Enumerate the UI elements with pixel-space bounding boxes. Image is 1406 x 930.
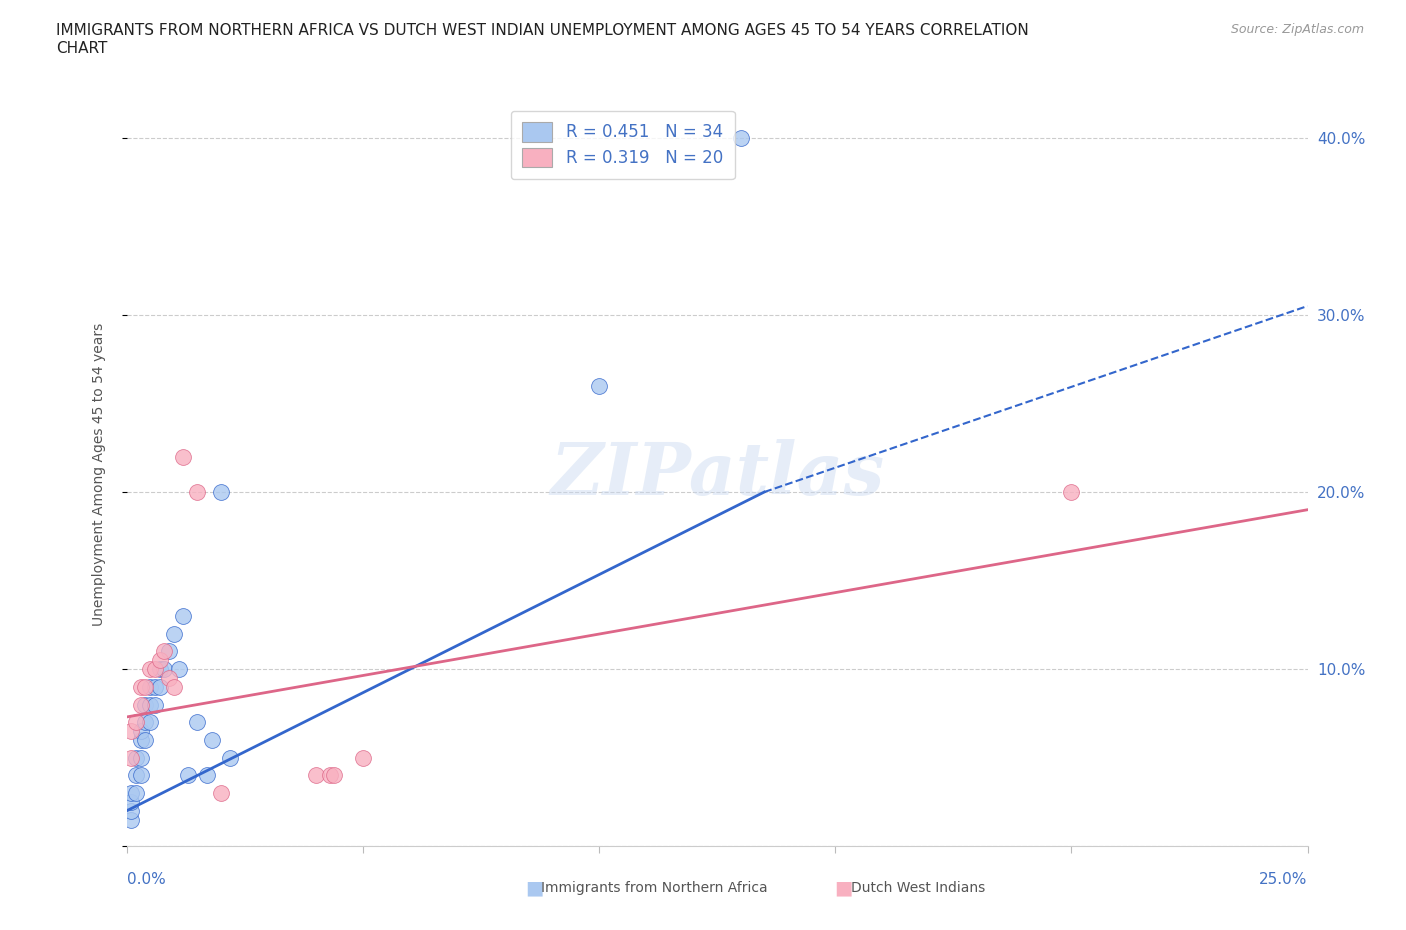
Point (125, 786, 148, 801)
Point (120, 812, 142, 827)
Text: 0.0%: 0.0% (127, 871, 166, 886)
Point (139, 715, 162, 730)
Point (177, 768, 200, 783)
Point (153, 644, 176, 658)
Point (219, 751, 242, 765)
Point (209, 485, 232, 499)
Point (149, 680, 172, 695)
Text: ■: ■ (524, 879, 544, 897)
Point (157, 644, 180, 658)
Point (129, 724, 152, 738)
Point (129, 768, 152, 783)
Point (172, 449, 194, 464)
Legend: R = 0.451   N = 34, R = 0.319   N = 20: R = 0.451 N = 34, R = 0.319 N = 20 (510, 111, 734, 179)
Point (143, 680, 166, 695)
Point (120, 751, 142, 765)
Point (352, 751, 374, 765)
Point (129, 698, 152, 712)
Point (125, 715, 148, 730)
Text: ZIPatlas: ZIPatlas (550, 439, 884, 510)
Point (323, 768, 346, 783)
Point (149, 653, 172, 668)
Point (134, 698, 156, 712)
Point (129, 751, 152, 765)
Point (318, 768, 340, 783)
Point (153, 662, 176, 677)
Point (588, 379, 610, 393)
Point (149, 662, 172, 677)
Point (134, 733, 156, 748)
Point (186, 485, 208, 499)
Text: IMMIGRANTS FROM NORTHERN AFRICA VS DUTCH WEST INDIAN UNEMPLOYMENT AMONG AGES 45 : IMMIGRANTS FROM NORTHERN AFRICA VS DUTCH… (56, 23, 1029, 56)
Point (134, 715, 156, 730)
Text: Source: ZipAtlas.com: Source: ZipAtlas.com (1230, 23, 1364, 36)
Point (120, 786, 142, 801)
Point (143, 698, 166, 712)
Point (134, 680, 156, 695)
Point (125, 768, 148, 783)
Point (157, 671, 180, 685)
Point (120, 724, 142, 738)
Point (143, 662, 166, 677)
Point (120, 794, 142, 809)
Text: Dutch West Indians: Dutch West Indians (851, 881, 984, 896)
Point (209, 786, 232, 801)
Point (195, 768, 218, 783)
Point (139, 698, 162, 712)
Point (186, 715, 208, 730)
Point (730, 130, 752, 145)
Text: 25.0%: 25.0% (1260, 871, 1308, 886)
Point (167, 662, 190, 677)
Point (125, 751, 148, 765)
Point (129, 680, 152, 695)
Point (129, 733, 152, 748)
Y-axis label: Unemployment Among Ages 45 to 54 years: Unemployment Among Ages 45 to 54 years (91, 323, 105, 626)
Point (163, 680, 186, 695)
Text: Immigrants from Northern Africa: Immigrants from Northern Africa (541, 881, 768, 896)
Point (304, 768, 326, 783)
Point (120, 804, 142, 818)
Point (163, 626, 186, 641)
Point (139, 680, 162, 695)
Point (200, 733, 222, 748)
Point (1060, 485, 1083, 499)
Point (139, 662, 162, 677)
Text: ■: ■ (834, 879, 853, 897)
Point (172, 608, 194, 623)
